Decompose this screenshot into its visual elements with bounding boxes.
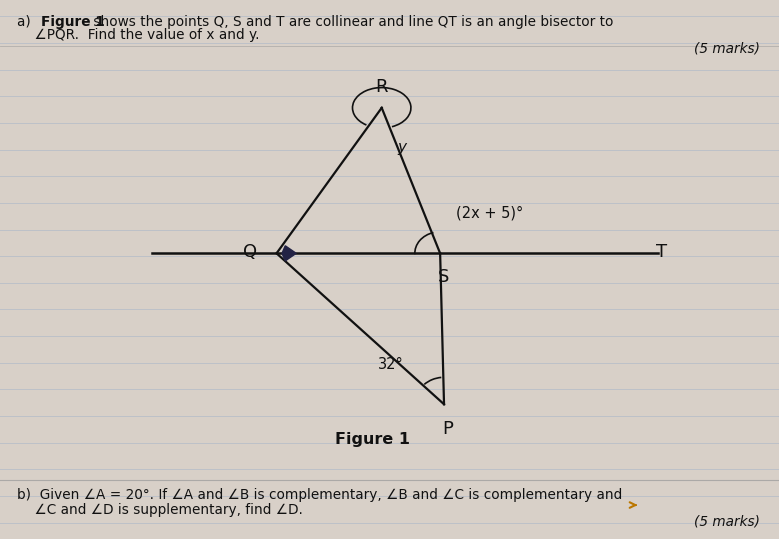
Text: 32°: 32° [378,357,404,372]
Text: P: P [442,420,453,438]
Text: (2x + 5)°: (2x + 5)° [456,205,523,220]
Polygon shape [282,246,296,261]
Text: Q: Q [243,243,257,261]
Text: R: R [375,78,388,96]
Text: a): a) [17,15,40,29]
Text: b)  Given ∠A = 20°. If ∠A and ∠B is complementary, ∠B and ∠C is complementary an: b) Given ∠A = 20°. If ∠A and ∠B is compl… [17,488,622,502]
Text: Figure 1: Figure 1 [41,15,105,29]
Text: Figure 1: Figure 1 [335,432,410,447]
Text: ∠C and ∠D is supplementary, find ∠D.: ∠C and ∠D is supplementary, find ∠D. [17,503,303,517]
Text: S: S [438,268,449,286]
Text: shows the points Q, S and T are collinear and line QT is an angle bisector to: shows the points Q, S and T are collinea… [89,15,613,29]
Text: (5 marks): (5 marks) [693,42,760,56]
Text: T: T [656,243,667,261]
Text: (5 marks): (5 marks) [693,515,760,529]
Text: y: y [397,140,407,155]
Text: ∠PQR.  Find the value of x and y.: ∠PQR. Find the value of x and y. [17,28,259,42]
